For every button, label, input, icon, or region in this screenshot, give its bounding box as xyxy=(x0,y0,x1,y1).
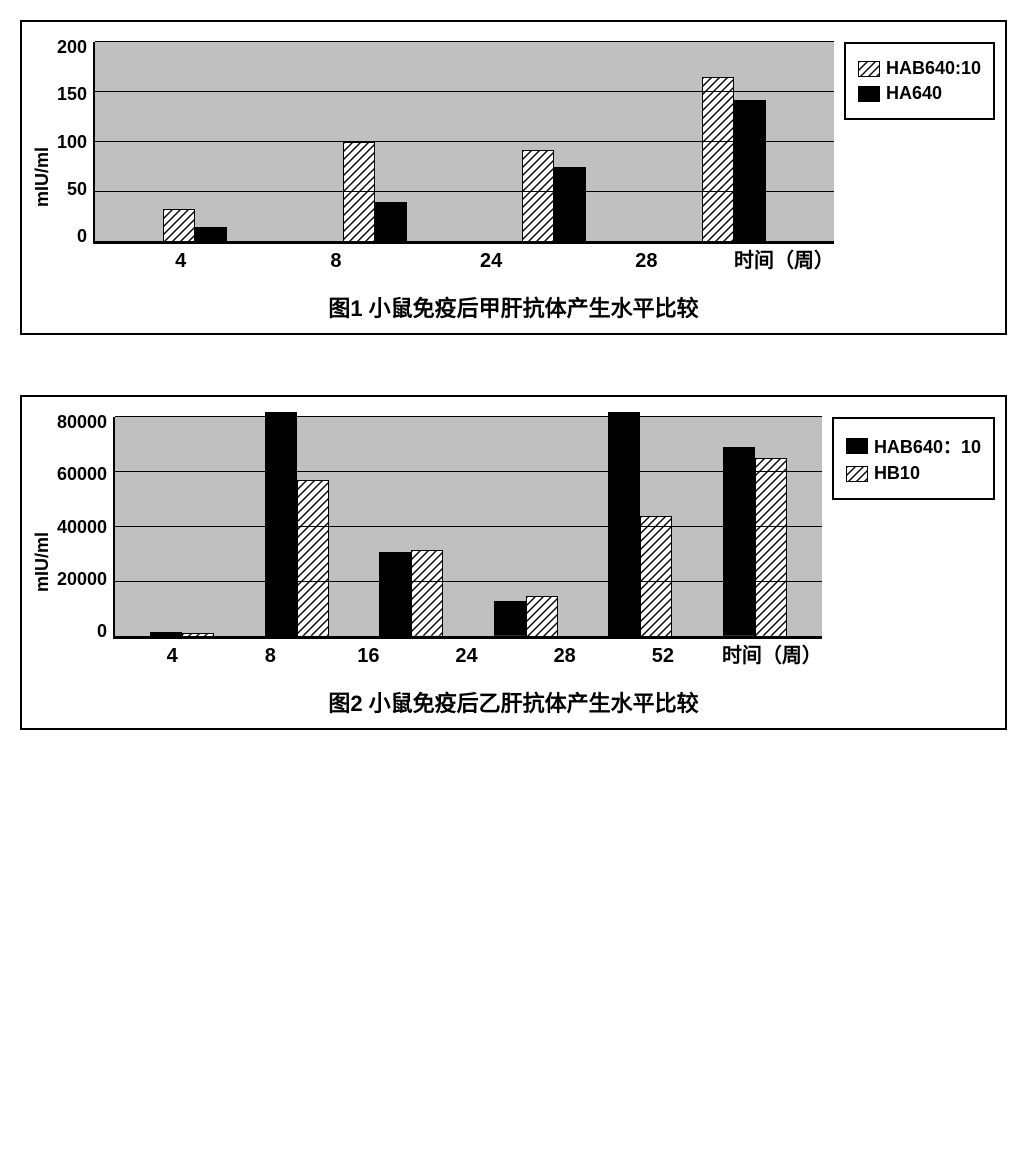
xtick-label: 8 xyxy=(221,645,319,668)
chart2-xlabel: 时间（周） xyxy=(722,639,822,668)
bar xyxy=(640,516,672,637)
bar-group xyxy=(522,150,586,242)
ytick-label: 80000 xyxy=(57,412,107,433)
ytick-label: 50 xyxy=(67,179,87,200)
bar xyxy=(297,480,329,637)
chart2-under-row: 4816242852 时间（周） xyxy=(113,639,822,668)
ytick-label: 0 xyxy=(97,621,107,642)
bar xyxy=(723,447,755,637)
chart1-caption: 图1 小鼠免疫后甲肝抗体产生水平比较 xyxy=(32,291,995,323)
chart1-xlabel: 时间（周） xyxy=(734,244,834,273)
chart2-right-col: HAB640：10 HB10 xyxy=(822,417,995,500)
legend-swatch xyxy=(846,466,868,482)
chart2-legend: HAB640：10 HB10 xyxy=(832,417,995,500)
chart1-bars-row xyxy=(95,42,834,242)
chart1-body: mIU/ml 200150100500 482428 时间（周） HAB640:… xyxy=(32,42,995,273)
grid-line xyxy=(95,91,834,92)
grid-line xyxy=(115,416,822,417)
ytick-label: 20000 xyxy=(57,569,107,590)
grid-line xyxy=(95,241,834,242)
bar-group xyxy=(163,209,227,242)
bar xyxy=(608,412,640,638)
bar xyxy=(554,167,586,242)
bar xyxy=(522,150,554,242)
grid-line xyxy=(115,636,822,637)
chart1-legend: HAB640:10 HA640 xyxy=(844,42,995,120)
chart1-yticks: 200 150 100 50 0 xyxy=(57,37,93,247)
chart2-container: mIU/ml 80000 60000 40000 20000 0 4816242852 … xyxy=(20,395,1007,730)
bar xyxy=(195,227,227,242)
bar-group xyxy=(265,412,329,638)
chart2-xticks: 4816242852 xyxy=(113,639,722,668)
bar xyxy=(734,100,766,242)
bar-group xyxy=(343,142,407,242)
bar-group xyxy=(723,447,787,637)
chart2-plot-area xyxy=(113,417,822,639)
grid-line xyxy=(95,41,834,42)
bar-group xyxy=(702,77,766,242)
xtick-label: 4 xyxy=(123,645,221,668)
legend-label: HB10 xyxy=(874,463,920,484)
chart1-container: mIU/ml 200 150 100 50 0 482428 时间（周） HAB640:… xyxy=(20,20,1007,335)
chart2-body: mIU/ml 800006000040000200000 4816242852 … xyxy=(32,417,995,668)
chart1-xticks: 482428 xyxy=(93,244,734,273)
grid-line xyxy=(115,526,822,527)
xtick-label: 24 xyxy=(417,645,515,668)
xtick-label: 52 xyxy=(614,645,712,668)
xtick-label: 28 xyxy=(569,250,724,273)
bar xyxy=(494,601,526,637)
legend-item: HAB640:10 xyxy=(858,58,981,79)
xtick-label: 24 xyxy=(414,250,569,273)
chart1-right-col: HAB640:10 HA640 xyxy=(834,42,995,120)
ytick-label: 150 xyxy=(57,84,87,105)
xtick-label: 4 xyxy=(103,250,258,273)
xtick-label: 8 xyxy=(258,250,413,273)
grid-line xyxy=(95,141,834,142)
xtick-label: 16 xyxy=(319,645,417,668)
chart2-ylabel: mIU/ml xyxy=(32,492,53,592)
legend-swatch xyxy=(846,438,868,454)
xtick-label: 28 xyxy=(516,645,614,668)
ytick-label: 0 xyxy=(77,226,87,247)
chart2-plot-wrap: 4816242852 时间（周） xyxy=(113,417,822,668)
chart1-plot-wrap: 482428 时间（周） xyxy=(93,42,834,273)
legend-item: HB10 xyxy=(846,463,981,484)
chart1-plot-area xyxy=(93,42,834,244)
grid-line xyxy=(95,191,834,192)
chart1-under-row: 482428 时间（周） xyxy=(93,244,834,273)
bar xyxy=(411,550,443,637)
legend-swatch xyxy=(858,86,880,102)
chart2-yticks: 80000 60000 40000 20000 0 xyxy=(57,412,113,642)
bar-group xyxy=(379,550,443,637)
bar-group xyxy=(608,412,672,638)
bar xyxy=(702,77,734,242)
ytick-label: 60000 xyxy=(57,464,107,485)
grid-line xyxy=(115,581,822,582)
chart1-ylabel: mIU/ml xyxy=(32,107,53,207)
legend-label: HAB640:10 xyxy=(886,58,981,79)
ytick-label: 40000 xyxy=(57,517,107,538)
bar xyxy=(526,596,558,637)
ytick-label: 200 xyxy=(57,37,87,58)
legend-item: HA640 xyxy=(858,83,981,104)
bar xyxy=(379,552,411,637)
bar-group xyxy=(494,596,558,637)
legend-label: HAB640：10 xyxy=(874,433,981,459)
chart2-caption: 图2 小鼠免疫后乙肝抗体产生水平比较 xyxy=(32,686,995,718)
legend-swatch xyxy=(858,61,880,77)
legend-label: HA640 xyxy=(886,83,942,104)
chart2-bars-row xyxy=(115,417,822,637)
legend-item: HAB640：10 xyxy=(846,433,981,459)
bar xyxy=(343,142,375,242)
bar xyxy=(265,412,297,638)
ytick-label: 100 xyxy=(57,132,87,153)
bar xyxy=(163,209,195,242)
bar xyxy=(755,458,787,637)
bar xyxy=(375,202,407,242)
grid-line xyxy=(115,471,822,472)
